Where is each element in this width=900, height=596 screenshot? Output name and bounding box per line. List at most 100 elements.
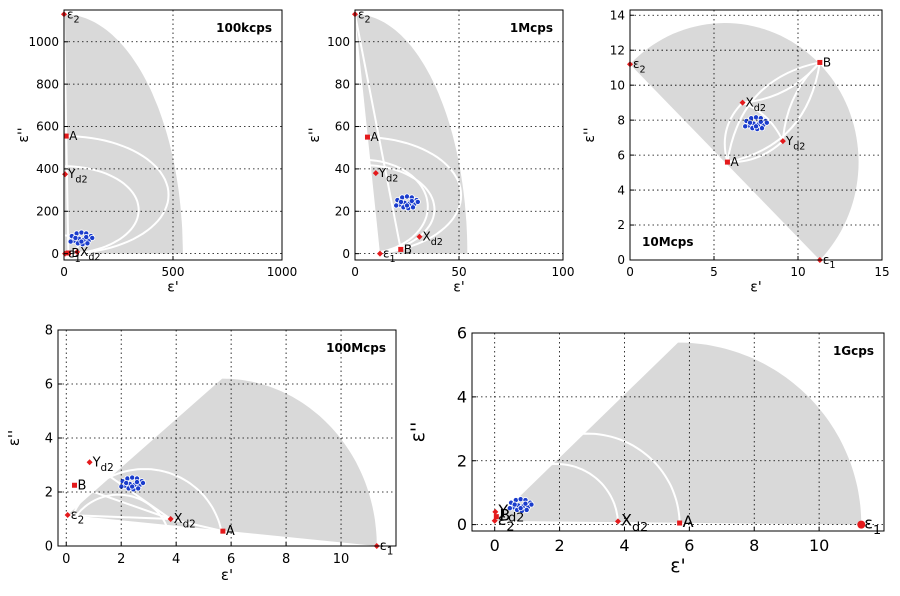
point-marker-Xd2: [416, 233, 423, 240]
measurement-point: [523, 506, 530, 513]
feasible-region: [630, 23, 859, 260]
point-label-B: B: [77, 478, 86, 493]
measurement-point: [506, 505, 513, 512]
grid: [58, 330, 396, 546]
grid: [64, 10, 282, 260]
x-tick-label: 10: [790, 265, 805, 279]
x-tick-label: 1000: [267, 265, 298, 279]
point-marker-A: [364, 134, 370, 140]
point-marker-B: [398, 246, 404, 252]
boundary-curve: [781, 61, 821, 142]
point-label-B: B: [71, 246, 79, 260]
measurement-point: [517, 496, 524, 503]
measurement-point: [123, 479, 130, 486]
point-marker-ε2: [491, 517, 498, 524]
x-tick-label: 500: [162, 265, 185, 279]
point-label-Xd2: Xd2: [174, 512, 196, 531]
panel-title: 1Mcps: [510, 21, 553, 35]
y-tick-label: 4: [617, 183, 625, 197]
y-tick-label: 60: [335, 120, 350, 134]
measurement-point: [89, 234, 96, 241]
boundary-curve: [493, 432, 681, 525]
y-axis-label: ε'': [582, 127, 598, 142]
y-tick-label: 14: [610, 8, 625, 22]
y-tick-label: 400: [36, 162, 59, 176]
x-tick-label: 6: [684, 536, 694, 555]
point-marker-Yd2: [492, 508, 499, 515]
point-marker-ε1: [376, 250, 383, 257]
point-label-ε1: ε1: [383, 247, 396, 265]
x-tick-label: 6: [227, 552, 235, 567]
measurement-point: [398, 198, 405, 205]
y-tick-label: 6: [617, 148, 625, 162]
x-tick-label: 15: [874, 265, 889, 279]
x-tick-label: 50: [451, 265, 466, 279]
point-label-ε1: ε1: [864, 514, 881, 539]
boundary-curve: [726, 61, 821, 163]
measurement-point: [511, 501, 518, 508]
y-tick-label: 4: [45, 432, 53, 447]
y-tick-label: 200: [36, 204, 59, 218]
point-marker-Yd2: [86, 459, 93, 466]
point-label-Xd2: Xd2: [80, 245, 100, 263]
point-label-ε2: ε2: [71, 508, 85, 527]
x-tick-label: 5: [710, 265, 718, 279]
point-label-Xd2: Xd2: [746, 96, 766, 114]
point-label-B: B: [499, 506, 510, 525]
boundary-curve: [65, 493, 172, 546]
point-label-Yd2: Yd2: [785, 134, 806, 152]
measurement-point: [129, 474, 136, 481]
measurement-point: [753, 114, 760, 121]
y-tick-label: 0: [457, 515, 467, 534]
point-label-ε2: ε2: [358, 7, 371, 25]
point-label-Yd2: Yd2: [497, 501, 524, 526]
measurement-point: [67, 238, 74, 245]
point-label-Yd2: Yd2: [378, 166, 399, 184]
x-tick-label: 0: [490, 536, 500, 555]
measurement-point: [139, 479, 146, 486]
feasible-region: [355, 14, 468, 254]
measurement-point: [135, 485, 142, 492]
chart-panel-4: Yd2 Bε2 Xd2 Aε1 0 2 4 6 8 10 0 2 4 6 8 ε' ε'' 100Mcps: [5, 324, 397, 584]
measurement-point: [78, 238, 85, 245]
y-tick-label: 6: [45, 378, 53, 393]
point-label-B: B: [823, 55, 831, 69]
point-label-B: B: [404, 242, 412, 256]
boundary-curve: [723, 101, 744, 163]
measurement-point: [414, 198, 421, 205]
point-marker-Xd2: [167, 516, 174, 522]
point-label-A: A: [69, 129, 78, 143]
point-marker-Yd2: [372, 170, 379, 177]
y-axis-label: ε'': [16, 127, 32, 142]
measurement-point: [133, 479, 140, 486]
y-tick-label: 20: [335, 204, 350, 218]
point-marker-Xd2: [614, 518, 621, 525]
y-tick-label: 600: [36, 120, 59, 134]
point-label-A: A: [730, 155, 739, 169]
x-tick-label: 8: [749, 536, 759, 555]
axes-frame: [629, 9, 883, 261]
point-marker-A: [677, 520, 683, 526]
point-marker-B: [71, 482, 77, 488]
x-axis-label: ε': [670, 555, 686, 577]
x-tick-label: 8: [282, 552, 290, 567]
x-tick-label: 4: [172, 552, 180, 567]
y-tick-label: 2: [457, 451, 467, 470]
point-label-A: A: [683, 512, 694, 531]
point-label-Yd2: Yd2: [92, 455, 114, 474]
measurement-point: [747, 119, 754, 126]
point-marker-Yd2: [62, 171, 69, 178]
boundary-curve: [363, 158, 429, 255]
point-marker-ε1: [857, 520, 866, 529]
x-axis-label: ε': [221, 566, 233, 584]
measurement-point: [72, 234, 79, 241]
measurement-point: [763, 119, 770, 126]
y-tick-label: 0: [342, 247, 350, 261]
point-marker-Xd2: [74, 248, 81, 255]
measurement-cluster: [506, 496, 535, 514]
point-label-A: A: [370, 130, 379, 144]
panel-title: 100kcps: [216, 21, 272, 35]
